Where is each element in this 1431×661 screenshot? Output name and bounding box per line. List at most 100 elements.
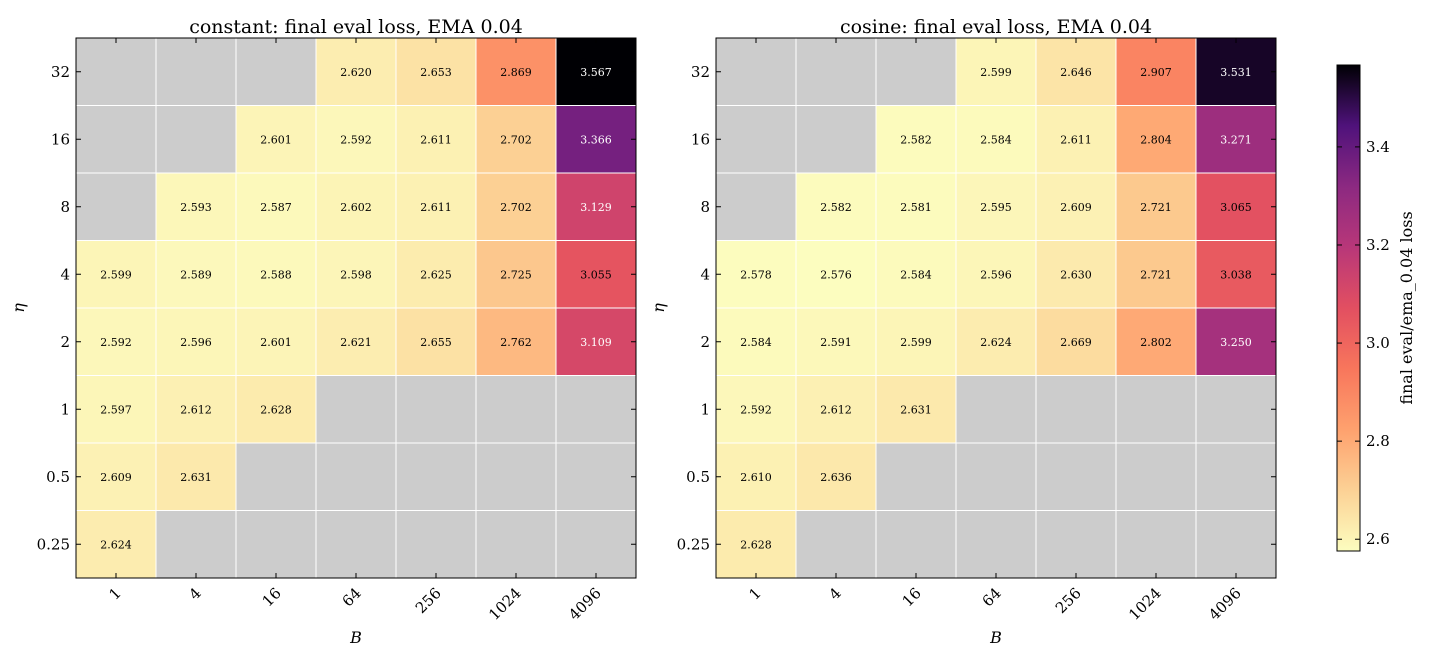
heatmap-cell-empty xyxy=(1195,510,1277,579)
heatmap-cell-empty xyxy=(155,510,237,579)
heatmap-cell-empty xyxy=(155,37,237,106)
cell-value-label: 2.628 xyxy=(260,403,292,416)
heatmap-cell-empty xyxy=(155,105,237,174)
panel-title-cosine: cosine: final eval loss, EMA 0.04 xyxy=(840,16,1152,38)
cell-value-label: 2.609 xyxy=(1060,201,1092,214)
cell-value-label: 2.591 xyxy=(820,336,852,349)
heatmap-cell-empty xyxy=(235,37,317,106)
heatmap-cell xyxy=(955,105,1037,174)
heatmap-cell-empty xyxy=(475,510,557,579)
cell-value-label: 2.869 xyxy=(500,66,532,79)
cell-value-label: 2.599 xyxy=(900,336,932,349)
heatmap-cell xyxy=(75,307,157,376)
cell-value-label: 2.702 xyxy=(500,133,532,146)
cell-value-label: 2.576 xyxy=(820,268,852,281)
cell-value-label: 2.611 xyxy=(420,201,452,214)
x-tick-label: 16 xyxy=(259,584,285,610)
heatmap-cell xyxy=(795,442,877,511)
heatmap-cell xyxy=(875,105,957,174)
x-tick-label: 64 xyxy=(339,584,365,610)
cell-value-label: 3.055 xyxy=(580,268,612,281)
heatmap-cell xyxy=(715,375,797,444)
heatmap-cell xyxy=(1195,105,1277,174)
cell-value-label: 2.636 xyxy=(820,471,852,484)
x-tick-label: 1024 xyxy=(1125,584,1165,624)
cell-value-label: 2.907 xyxy=(1140,66,1172,79)
cell-value-label: 2.625 xyxy=(420,268,452,281)
cell-value-label: 2.578 xyxy=(740,268,772,281)
heatmap-constant: constant: final eval loss, EMA 0.04 2.62… xyxy=(9,16,637,647)
heatmap-cell-empty xyxy=(315,442,397,511)
x-tick-label: 4 xyxy=(185,584,204,603)
cell-value-label: 2.581 xyxy=(900,201,932,214)
heatmap-cell xyxy=(1035,240,1117,309)
cell-value-label: 2.599 xyxy=(100,268,132,281)
cell-value-label: 3.109 xyxy=(580,336,612,349)
heatmap-cell xyxy=(395,37,477,106)
cell-value-label: 2.611 xyxy=(1060,133,1092,146)
cell-value-label: 2.702 xyxy=(500,201,532,214)
heatmap-cell-empty xyxy=(555,375,637,444)
cell-value-label: 2.595 xyxy=(980,201,1012,214)
cell-value-label: 2.593 xyxy=(180,201,212,214)
heatmap-cell-empty xyxy=(1195,442,1277,511)
colorbar-tick-label: 3.2 xyxy=(1366,236,1390,254)
heatmap-cell-empty xyxy=(715,172,797,241)
colorbar-ticks: 2.6 2.8 3.0 3.2 3.4 xyxy=(1337,138,1390,548)
cell-value-label: 2.609 xyxy=(100,471,132,484)
heatmap-cell xyxy=(555,240,637,309)
cell-value-label: 2.655 xyxy=(420,336,452,349)
cell-value-label: 2.612 xyxy=(820,403,852,416)
heatmap-cell-empty xyxy=(955,375,1037,444)
colorbar-tick-label: 2.6 xyxy=(1366,530,1390,548)
cell-value-label: 3.271 xyxy=(1220,133,1252,146)
heatmap-cell xyxy=(715,442,797,511)
heatmap-cell xyxy=(795,240,877,309)
heatmap-cell xyxy=(875,307,957,376)
heatmap-cell xyxy=(715,510,797,579)
cell-value-label: 2.621 xyxy=(340,336,372,349)
heatmap-cell xyxy=(475,172,557,241)
cell-value-label: 2.721 xyxy=(1140,268,1172,281)
cell-value-label: 2.610 xyxy=(740,471,772,484)
heatmap-cell-empty xyxy=(875,442,957,511)
cell-value-label: 2.596 xyxy=(180,336,212,349)
cell-value-label: 3.567 xyxy=(580,66,612,79)
cell-value-label: 2.588 xyxy=(260,268,292,281)
colorbar-tick-label: 3.0 xyxy=(1366,334,1390,352)
heatmap-cell xyxy=(395,240,477,309)
heatmap-cell-empty xyxy=(235,510,317,579)
heatmap-cell xyxy=(1115,37,1197,106)
cell-value-label: 2.589 xyxy=(180,268,212,281)
heatmap-cell-empty xyxy=(715,37,797,106)
x-tick-label: 4096 xyxy=(1205,584,1245,624)
heatmap-cell xyxy=(315,37,397,106)
cell-value-label: 2.592 xyxy=(340,133,372,146)
x-axis-label-constant: B xyxy=(349,628,362,647)
cell-value-label: 2.582 xyxy=(900,133,932,146)
cell-value-label: 2.601 xyxy=(260,133,292,146)
heatmap-cell xyxy=(1115,105,1197,174)
cell-value-label: 2.646 xyxy=(1060,66,1092,79)
y-tick-label: 4 xyxy=(700,265,710,283)
x-tick-label: 1 xyxy=(745,584,764,603)
y-tick-label: 32 xyxy=(51,63,70,81)
heatmap-cell-empty xyxy=(395,510,477,579)
heatmap-cell-empty xyxy=(715,105,797,174)
heatmap-cosine: cosine: final eval loss, EMA 0.04 2.599 2… xyxy=(649,16,1277,647)
y-tick-label: 0.25 xyxy=(37,535,70,553)
cell-value-label: 2.721 xyxy=(1140,201,1172,214)
cell-value-label: 2.598 xyxy=(340,268,372,281)
colorbar-gradient xyxy=(1336,64,1361,552)
heatmap-cell xyxy=(1035,37,1117,106)
colorbar: 2.6 2.8 3.0 3.2 3.4 final eval/ema_0.04 loss xyxy=(1336,64,1416,552)
y-tick-label: 2 xyxy=(700,333,710,351)
heatmap-cell-empty xyxy=(795,105,877,174)
cell-value-label: 2.804 xyxy=(1140,133,1172,146)
cell-value-label: 2.624 xyxy=(100,538,132,551)
cell-value-label: 2.599 xyxy=(980,66,1012,79)
heatmap-cell-empty xyxy=(395,442,477,511)
colorbar-tick-label: 3.4 xyxy=(1366,138,1390,156)
